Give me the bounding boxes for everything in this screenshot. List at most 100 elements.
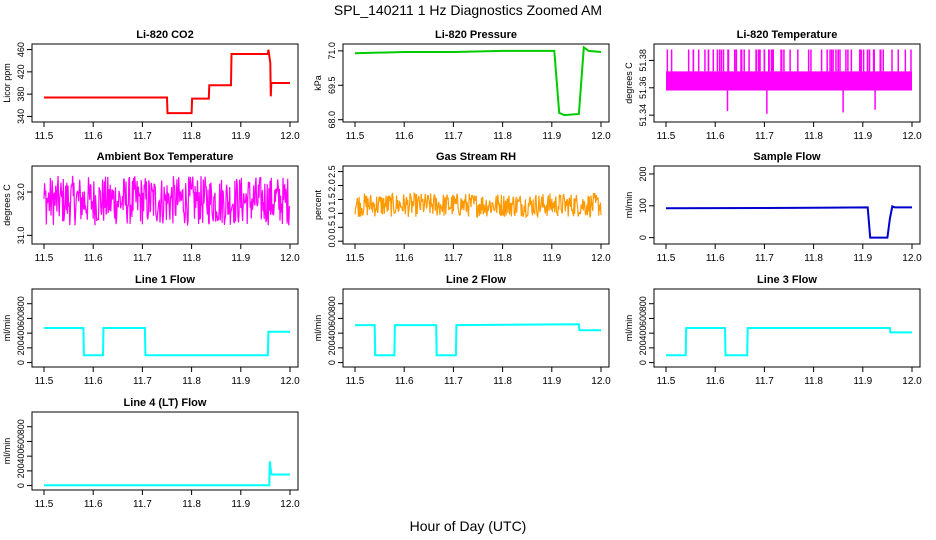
y-tick-label: 200	[638, 166, 648, 181]
y-tick-label: 800	[16, 296, 26, 311]
y-tick-label: 100	[638, 198, 648, 213]
panel-title: Gas Stream RH	[436, 151, 516, 163]
y-tick-label: 200	[327, 340, 337, 355]
plot-frame	[342, 43, 610, 123]
y-axis-label: ml/min	[624, 192, 634, 219]
y-tick-label: 800	[16, 419, 26, 434]
x-tick-label: 11.5	[657, 131, 676, 142]
y-tick-label: 0	[16, 483, 26, 488]
x-tick-label: 11.6	[84, 253, 103, 264]
plot-data	[44, 461, 290, 487]
y-axis-label: ml/min	[2, 438, 12, 465]
x-tick-label: 12.0	[591, 131, 611, 142]
x-tick-label: 11.7	[444, 253, 463, 264]
y-tick-label: 420	[16, 64, 26, 79]
x-tick-label: 11.5	[35, 131, 54, 142]
plot-frame	[342, 288, 610, 368]
x-tick-label: 11.9	[231, 253, 250, 264]
panel-8: Line 2 Flow ml/min 11.5 11.6 11.7 11.8 11.9 12.…	[313, 274, 611, 387]
x-tick-label: 11.9	[542, 131, 561, 142]
y-tick-label: 0	[16, 360, 26, 365]
x-tick-label: 11.5	[35, 253, 54, 264]
y-tick-label: 0	[327, 360, 337, 365]
x-tick-label: 11.7	[133, 131, 152, 142]
series-line	[354, 45, 602, 117]
plot-data	[44, 49, 290, 115]
panel-title: Line 2 Flow	[446, 274, 506, 286]
panel-5: Gas Stream RH percent 11.5 11.6 11.7 11.8 11.9…	[313, 151, 611, 264]
panel-9: Line 3 Flow ml/min 11.5 11.6 11.7 11.8 11.9 12.…	[624, 274, 922, 387]
y-tick-label: 460	[16, 42, 26, 57]
x-tick-label: 11.9	[542, 253, 561, 264]
x-tick-label: 11.6	[84, 376, 103, 387]
panel-title: Sample Flow	[753, 151, 821, 163]
y-tick-label: 2.0	[327, 179, 337, 192]
series-line	[44, 461, 290, 487]
y-tick-label: 600	[16, 434, 26, 449]
figure-title: SPL_140211 1 Hz Diagnostics Zoomed AM	[333, 2, 603, 18]
series-line	[666, 327, 912, 357]
x-tick-label: 11.6	[395, 131, 414, 142]
x-tick-label: 12.0	[902, 253, 922, 264]
y-axis-label: ml/min	[624, 315, 634, 342]
series-line	[44, 49, 290, 115]
y-tick-label: 400	[327, 326, 337, 341]
x-tick-label: 11.5	[35, 376, 54, 387]
x-tick-label: 11.6	[84, 131, 103, 142]
x-tick-label: 11.7	[133, 376, 152, 387]
plot-data	[354, 45, 602, 117]
y-axis-label: degrees C	[624, 62, 634, 104]
x-tick-label: 11.9	[231, 499, 250, 510]
x-tick-label: 11.8	[182, 253, 201, 264]
x-tick-label: 11.5	[346, 131, 365, 142]
plot-frame	[31, 43, 299, 123]
x-tick-label: 12.0	[280, 253, 300, 264]
x-tick-label: 11.6	[395, 253, 414, 264]
x-tick-label: 11.5	[657, 253, 676, 264]
panel-title: Li-820 CO2	[136, 29, 193, 41]
x-tick-label: 11.7	[755, 376, 774, 387]
panel-7: Line 1 Flow ml/min 11.5 11.6 11.7 11.8 11.9 12.…	[2, 274, 300, 387]
x-tick-label: 11.9	[853, 376, 872, 387]
panel-4: Ambient Box Temperature degrees C 11.5 11.6…	[2, 151, 300, 264]
plot-data	[43, 175, 291, 226]
x-tick-label: 12.0	[591, 253, 611, 264]
plot-frame	[31, 165, 299, 245]
x-tick-label: 11.5	[346, 253, 365, 264]
series-band	[666, 71, 912, 91]
panel-title: Li-820 Pressure	[435, 29, 517, 41]
y-tick-label: 51.38	[638, 49, 648, 72]
x-tick-label: 11.5	[657, 376, 676, 387]
plot-data	[44, 327, 290, 357]
panel-title: Line 3 Flow	[757, 274, 817, 286]
y-axis-label: Licor ppm	[2, 63, 12, 103]
y-axis-label: kPa	[313, 75, 323, 91]
y-tick-label: 1.5	[327, 193, 337, 206]
y-tick-label: 0	[638, 360, 648, 365]
panel-1: Li-820 CO2 Licor ppm 11.5 11.6 11.7 11.8 11.9 1…	[2, 29, 300, 142]
plot-data	[666, 49, 912, 114]
panel-10: Line 4 (LT) Flow ml/min 11.5 11.6 11.7 11.8 11…	[2, 397, 300, 510]
plot-frame	[31, 288, 299, 368]
x-tick-label: 11.9	[853, 131, 872, 142]
x-tick-label: 11.8	[804, 253, 823, 264]
x-tick-label: 12.0	[902, 376, 922, 387]
x-tick-label: 11.8	[182, 499, 201, 510]
plot-data	[666, 327, 912, 357]
panel-title: Ambient Box Temperature	[97, 151, 234, 163]
x-tick-label: 11.8	[493, 131, 512, 142]
y-tick-label: 200	[638, 340, 648, 355]
y-tick-label: 1.0	[327, 207, 337, 220]
y-tick-label: 400	[16, 326, 26, 341]
x-tick-label: 12.0	[280, 499, 300, 510]
y-tick-label: 400	[638, 326, 648, 341]
y-axis-label: percent	[313, 189, 323, 220]
x-tick-label: 11.6	[706, 131, 725, 142]
x-tick-label: 11.7	[755, 131, 774, 142]
series-line	[355, 323, 601, 357]
x-tick-label: 11.7	[133, 499, 152, 510]
x-tick-label: 11.8	[493, 253, 512, 264]
panel-2: Li-820 Pressure kPa 11.5 11.6 11.7 11.8 11.9 12…	[313, 29, 611, 142]
panel-6: Sample Flow ml/min 11.5 11.6 11.7 11.8 11.9 12.…	[624, 151, 922, 264]
